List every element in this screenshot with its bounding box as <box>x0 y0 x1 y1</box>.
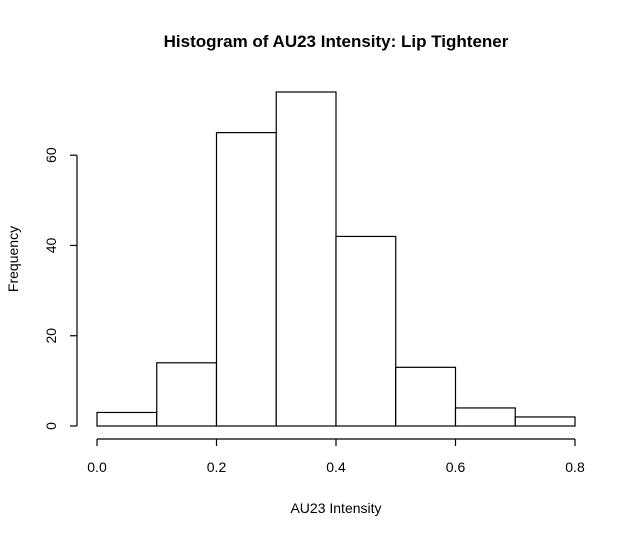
y-tick-label-0: 0 <box>43 422 59 430</box>
histogram-bar-0 <box>96 411 158 427</box>
x-tick-label-3: 0.6 <box>446 459 466 475</box>
x-tick-label-1: 0.2 <box>207 459 227 475</box>
y-tick-label-3: 60 <box>43 147 59 163</box>
histogram-bar-4 <box>335 235 397 427</box>
histogram-bar-3 <box>275 91 337 427</box>
y-axis: 0 20 40 60 <box>43 147 78 430</box>
x-tick-label-0: 0.0 <box>87 459 107 475</box>
x-axis: 0.0 0.2 0.4 0.6 0.8 <box>87 438 585 475</box>
x-axis-label: AU23 Intensity <box>290 500 381 516</box>
x-tick-label-2: 0.4 <box>326 459 346 475</box>
histogram-bar-5 <box>395 366 457 427</box>
bars-group <box>96 91 576 427</box>
histogram-bar-6 <box>454 407 516 427</box>
histogram-bar-2 <box>215 132 277 427</box>
y-axis-label: Frequency <box>5 226 21 292</box>
histogram-bar-7 <box>514 416 576 427</box>
y-tick-label-1: 20 <box>43 328 59 344</box>
histogram-bar-1 <box>156 362 218 427</box>
y-tick-label-2: 40 <box>43 237 59 253</box>
chart-title: Histogram of AU23 Intensity: Lip Tighten… <box>164 32 509 51</box>
x-tick-label-4: 0.8 <box>565 459 585 475</box>
